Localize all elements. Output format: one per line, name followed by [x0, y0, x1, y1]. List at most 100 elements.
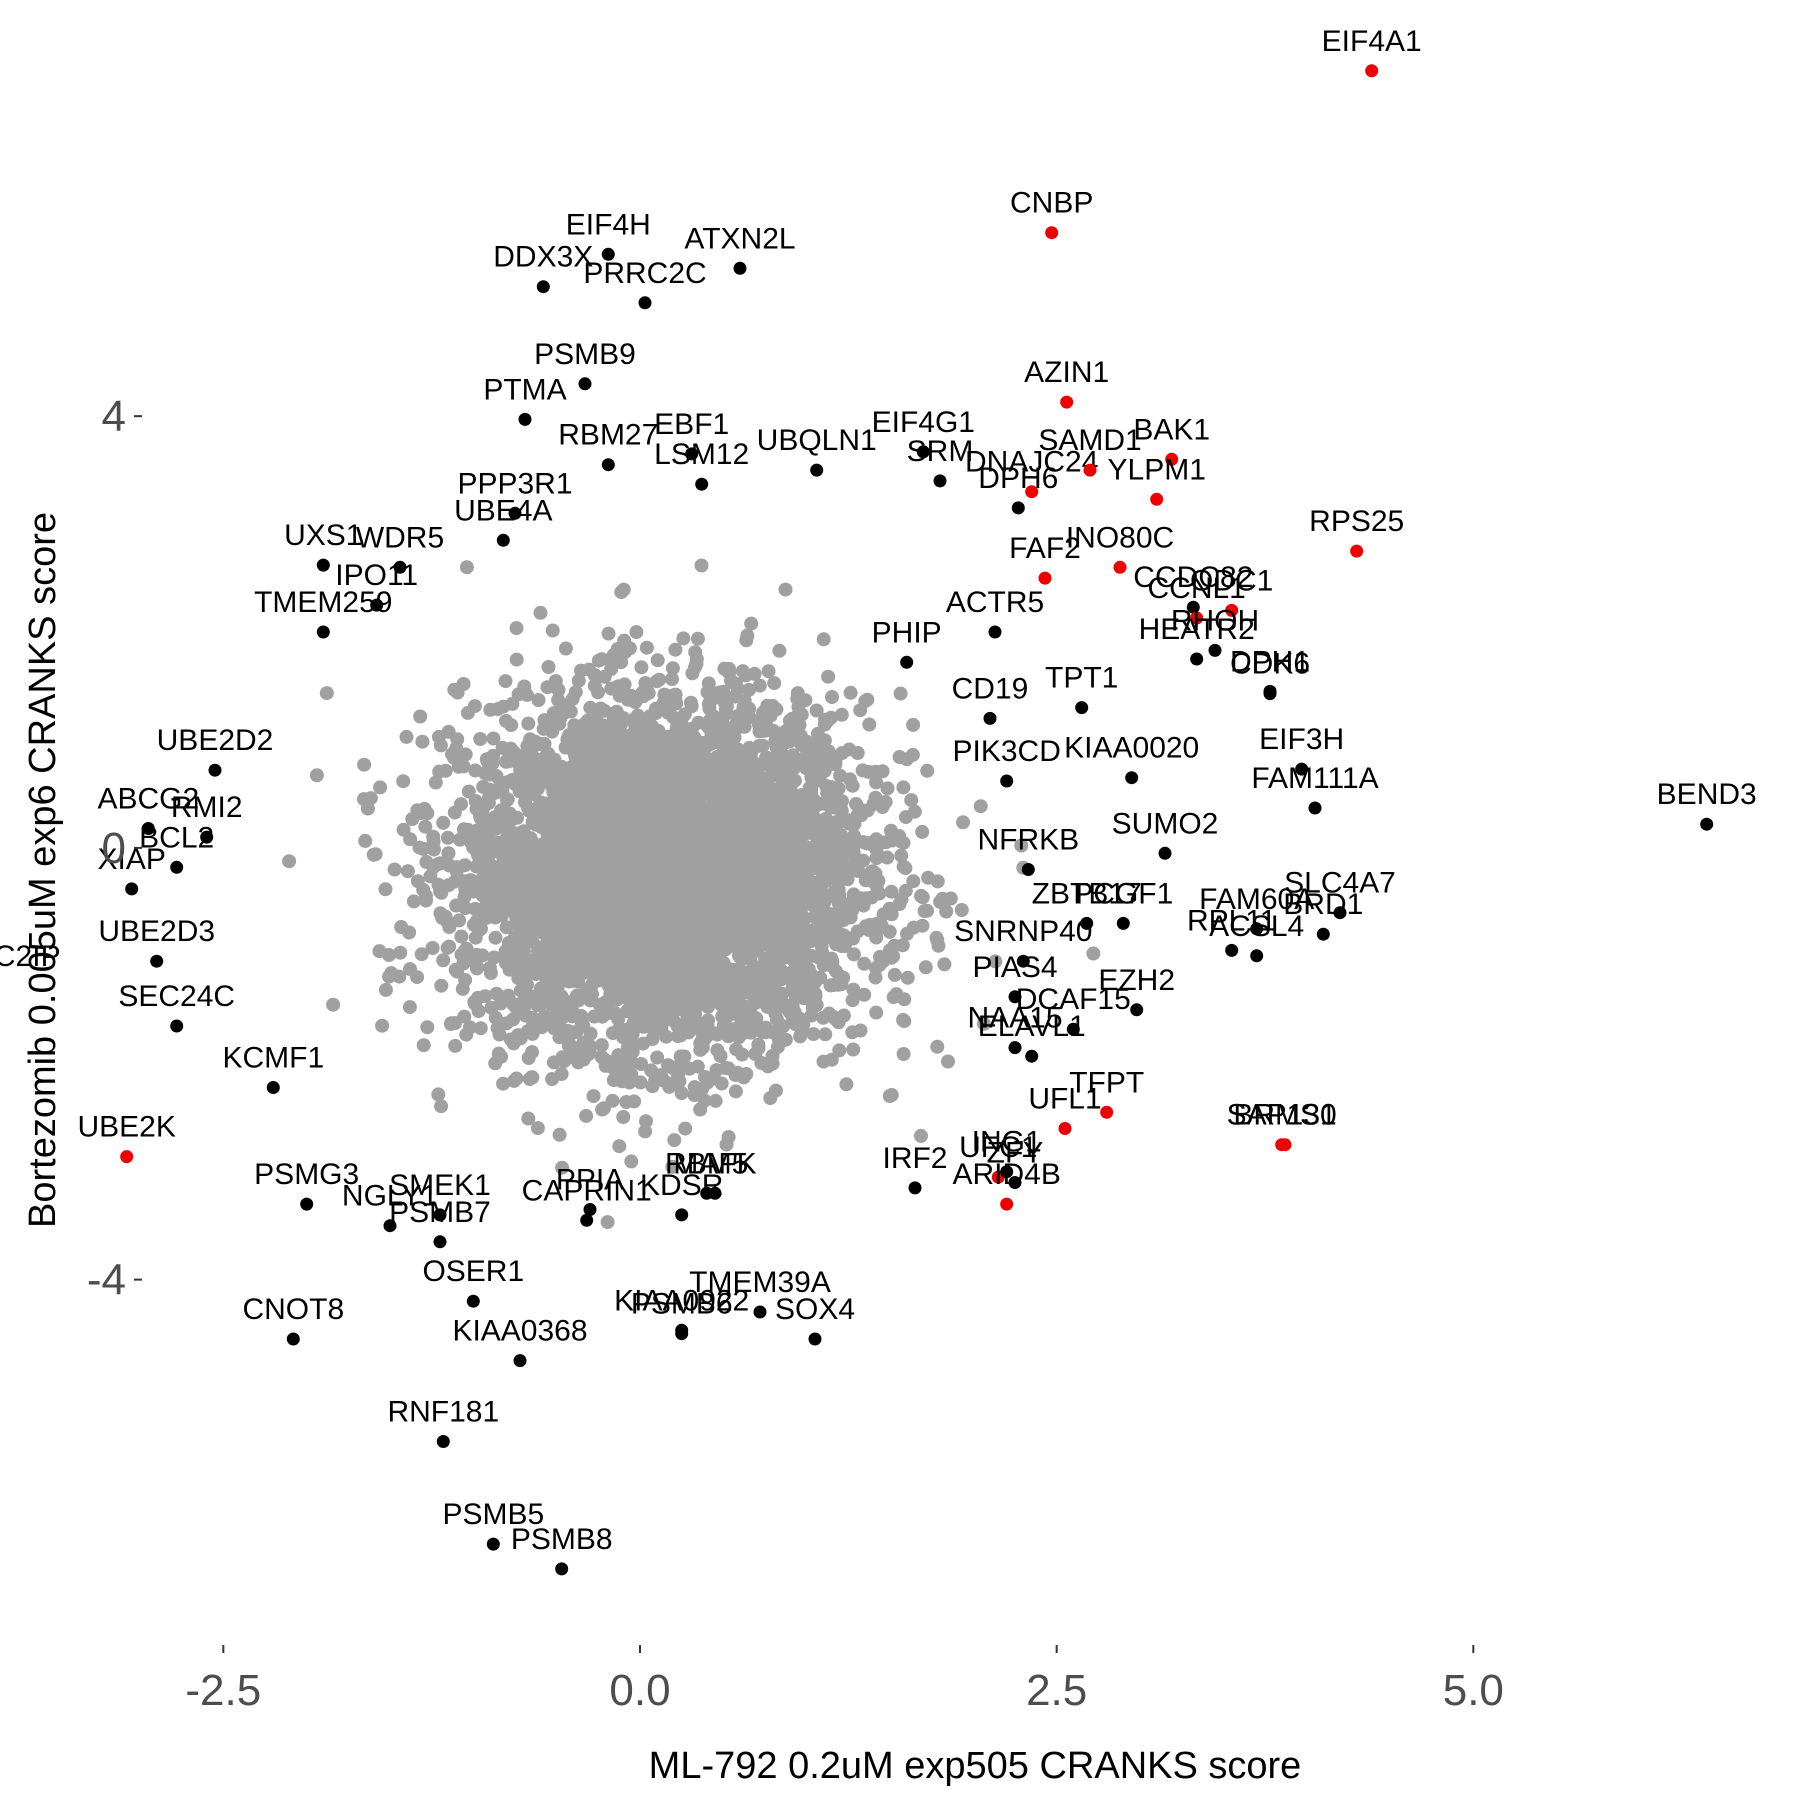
background-point — [452, 913, 467, 928]
background-point — [673, 1049, 688, 1064]
background-point — [813, 970, 828, 985]
background-point — [495, 740, 510, 755]
background-point — [600, 1215, 615, 1230]
background-point — [541, 660, 556, 674]
background-point — [488, 821, 503, 836]
background-point — [828, 754, 843, 768]
background-point — [641, 876, 655, 891]
background-point — [605, 706, 620, 721]
background-point — [493, 879, 508, 894]
background-point — [930, 932, 945, 947]
background-point — [442, 858, 457, 873]
background-point — [516, 916, 531, 931]
background-point — [574, 877, 589, 892]
background-point — [887, 967, 902, 982]
background-point — [690, 1059, 705, 1074]
background-point — [506, 1036, 521, 1051]
background-point — [721, 807, 736, 822]
background-point — [326, 997, 341, 1012]
background-point — [627, 827, 642, 841]
background-point — [416, 882, 431, 897]
background-point — [846, 947, 861, 962]
background-point — [745, 893, 760, 908]
background-point — [555, 1160, 570, 1175]
background-point — [498, 674, 513, 689]
background-point — [425, 941, 440, 955]
background-point — [496, 1076, 511, 1091]
background-point — [436, 953, 451, 968]
background-point — [869, 930, 884, 945]
background-point — [759, 750, 774, 765]
background-point — [714, 715, 729, 730]
background-point — [798, 896, 813, 911]
background-point — [616, 582, 631, 597]
background-point — [670, 788, 685, 803]
background-point — [373, 780, 388, 795]
background-point — [826, 825, 841, 840]
background-point — [813, 876, 828, 890]
background-point — [709, 750, 724, 765]
background-point — [683, 911, 698, 926]
background-point — [597, 831, 611, 846]
background-point — [515, 932, 529, 947]
background-point — [694, 558, 709, 573]
background-point — [783, 895, 798, 909]
background-point — [696, 735, 711, 750]
background-point — [545, 623, 560, 638]
background-point — [812, 934, 827, 949]
background-point — [587, 875, 602, 890]
background-point — [609, 822, 623, 837]
background-point — [654, 1009, 669, 1024]
background-point — [760, 909, 775, 924]
background-point — [500, 854, 515, 869]
background-point — [471, 1004, 486, 1018]
background-point — [504, 718, 519, 733]
background-point — [915, 918, 930, 933]
background-point — [400, 864, 415, 879]
background-point — [648, 853, 663, 868]
background-point — [473, 873, 488, 888]
background-point — [375, 1018, 390, 1033]
background-point — [460, 705, 475, 720]
background-point — [455, 981, 470, 996]
background-point — [695, 885, 710, 900]
background-point — [828, 963, 843, 978]
background-point — [508, 828, 523, 843]
background-point — [897, 1014, 912, 1029]
background-point — [591, 685, 605, 700]
background-point — [458, 747, 473, 762]
background-point — [896, 835, 911, 850]
background-point — [506, 1012, 521, 1027]
background-point — [954, 903, 969, 917]
background-point — [625, 961, 640, 975]
background-point — [862, 918, 877, 932]
background-point — [834, 707, 849, 722]
background-point — [557, 1054, 572, 1069]
background-point — [382, 948, 396, 962]
background-point — [521, 953, 535, 968]
background-point — [493, 905, 508, 920]
background-point — [618, 644, 633, 659]
background-point — [839, 932, 854, 947]
background-point — [431, 877, 446, 892]
background-point — [754, 1055, 769, 1070]
background-point — [470, 959, 485, 974]
background-point — [457, 889, 472, 904]
background-point — [712, 729, 726, 744]
background-point — [676, 631, 691, 646]
background-point — [751, 804, 766, 818]
background-point — [597, 718, 611, 733]
background-point — [521, 716, 536, 731]
background-point — [699, 985, 714, 999]
background-point — [535, 905, 550, 920]
background-point — [600, 976, 615, 991]
background-point — [558, 641, 573, 656]
background-point — [541, 796, 556, 811]
background-point — [569, 720, 584, 735]
background-point — [763, 1091, 778, 1106]
background-point — [857, 956, 872, 971]
background-point — [591, 785, 606, 800]
background-point — [601, 914, 616, 929]
background-point — [723, 880, 738, 895]
background-point — [930, 1039, 945, 1054]
